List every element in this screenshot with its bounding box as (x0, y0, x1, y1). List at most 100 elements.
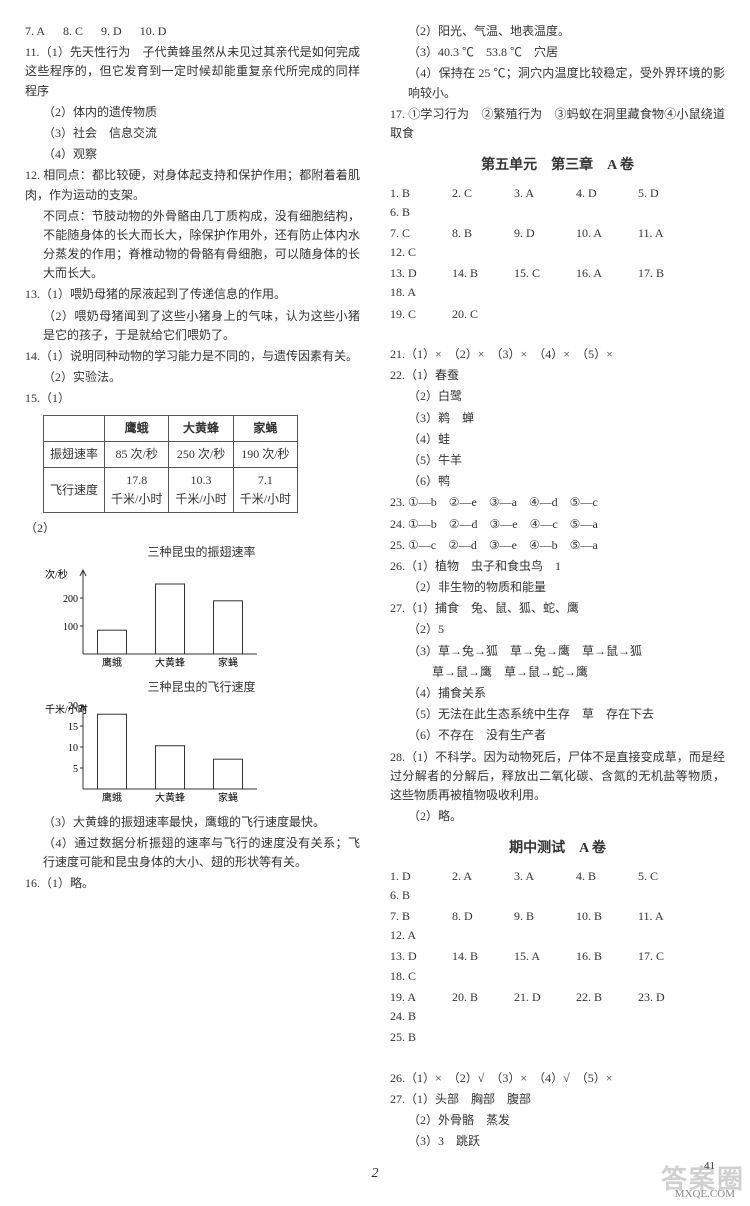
table-header: 家蝇 (233, 415, 297, 441)
list-item: （3）3 跳跃 (390, 1132, 725, 1151)
table-header: 大黄蜂 (169, 415, 233, 441)
svg-text:200: 200 (63, 594, 78, 605)
chart-wing-rate: 三种昆虫的振翅速率 100 200 次/秒鹰蛾 大黄蜂 家蝇 (43, 543, 360, 674)
answer-item: 13. D (390, 264, 434, 283)
answer-item: 5. D (638, 184, 682, 203)
answer-item: 18. A (390, 283, 434, 302)
answer-item: 1. D (390, 867, 434, 886)
table-cell: 7.1千米/小时 (233, 467, 297, 512)
svg-text:10: 10 (68, 743, 78, 754)
right-column: （2）阳光、气温、地表温度。 （3）40.3 ℃ 53.8 ℃ 穴居 （4）保持在 … (390, 20, 725, 1153)
q13-2: （2）喂奶母猪闻到了这些小猪身上的气味，认为这些小猪是它的孩子，于是就给它们喂奶… (25, 307, 360, 345)
list-item: （3）40.3 ℃ 53.8 ℃ 穴居 (390, 43, 725, 62)
q17: 17. ①学习行为 ②繁殖行为 ③蚂蚁在洞里藏食物④小鼠绕道取食 (390, 105, 725, 143)
q14-1: 14.（1）说明同种动物的学习能力是不同的，与遗传因素有关。 (25, 347, 360, 366)
svg-text:15: 15 (68, 722, 78, 733)
svg-text:鹰蛾: 鹰蛾 (102, 791, 122, 804)
answer-item: 17. C (638, 947, 682, 966)
list-item: 27.（1）头部 胸部 腹部 (390, 1090, 725, 1109)
list-item: （2）5 (390, 620, 725, 639)
answer-item: 10. A (576, 224, 620, 243)
table-header (44, 415, 105, 441)
q15-label: 15.（1） (25, 389, 360, 408)
list-item: （5）无法在此生态系统中生存 草 存在下去 (390, 705, 725, 724)
list-item: 28.（1）不科学。因为动物死后，尸体不是直接变成草，而是经过分解者的分解后，释… (390, 748, 725, 806)
table-header: 鹰蛾 (105, 415, 169, 441)
left-column: 7. A8. C9. D10. D 11.（1）先天性行为 子代黄蜂虽然从未见过… (25, 20, 360, 1153)
q11-4: （4）观察 (25, 145, 360, 164)
answer-item: 15. C (514, 264, 558, 283)
svg-text:次/秒: 次/秒 (45, 568, 68, 581)
answer-item: 10. D (140, 22, 167, 41)
q16: 16.（1）略。 (25, 874, 360, 893)
q11-2: （2）体内的遗传物质 (25, 103, 360, 122)
answer-item: 6. B (390, 886, 434, 905)
answer-item: 9. B (514, 907, 558, 926)
answer-item: 21. D (514, 988, 558, 1007)
answer-item: 2. A (452, 867, 496, 886)
answer-item: 7. C (390, 224, 434, 243)
answer-item: 8. D (452, 907, 496, 926)
q13-1: 13.（1）喂奶母猪的尿液起到了传递信息的作用。 (25, 285, 360, 304)
list-item: （2）略。 (390, 807, 725, 826)
answer-row: 7. B8. D9. B10. B11. A12. A (390, 907, 725, 945)
answer-item: 17. B (638, 264, 682, 283)
answer-row: 7. A8. C9. D10. D (25, 22, 360, 41)
q15-3: （3）大黄蜂的振翅速率最快，鹰蛾的飞行速度最快。 (25, 813, 360, 832)
section-unit5-ch3: 第五单元 第三章 A 卷 (390, 155, 725, 177)
q11-3: （3）社会 信息交流 (25, 124, 360, 143)
svg-text:家蝇: 家蝇 (218, 656, 238, 669)
answer-item: 15. A (514, 947, 558, 966)
list-item: （6）鸭 (390, 472, 725, 491)
list-item: （2）阳光、气温、地表温度。 (390, 22, 725, 41)
list-item: 27.（1）捕食 兔、鼠、狐、蛇、鹰 (390, 599, 725, 618)
list-item: （4）保持在 25 ℃；洞穴内温度比较稳定，受外界环境的影响较小。 (390, 64, 725, 102)
answer-item: 22. B (576, 988, 620, 1007)
section-midterm: 期中测试 A 卷 (390, 838, 725, 860)
answer-row: 19. C 20. C (390, 305, 725, 343)
answer-row: 13. D14. B15. C16. A17. B18. A (390, 264, 725, 302)
svg-text:大黄蜂: 大黄蜂 (155, 656, 185, 669)
q12-1: 12. 相同点：都比较硬，对身体起支持和保护作用；都附着着肌肉，作为运动的支架。 (25, 166, 360, 204)
answer-item: 13. D (390, 947, 434, 966)
answer-item: 24. B (390, 1007, 434, 1026)
list-item: （3）鹈 蝉 (390, 409, 725, 428)
svg-text:100: 100 (63, 622, 78, 633)
list-item: （5）牛羊 (390, 451, 725, 470)
answer-row: 7. C8. B9. D10. A11. A12. C (390, 224, 725, 262)
list-item: （2）外骨骼 蒸发 (390, 1111, 725, 1130)
page-number: 2 (25, 1163, 725, 1185)
table-cell: 飞行速度 (44, 467, 105, 512)
q14-2: （2）实验法。 (25, 368, 360, 387)
answer-item: 20. C (452, 305, 496, 324)
insect-table: 鹰蛾大黄蜂家蝇振翅速率85 次/秒250 次/秒190 次/秒飞行速度17.8千… (43, 415, 298, 514)
answer-item: 19. C (390, 305, 434, 324)
chart1-title: 三种昆虫的振翅速率 (43, 543, 360, 562)
table-cell: 17.8千米/小时 (105, 467, 169, 512)
answer-item: 4. B (576, 867, 620, 886)
answer-item: 20. B (452, 988, 496, 1007)
answer-item: 7. B (390, 907, 434, 926)
footer-url: MXQE.COM (675, 1186, 735, 1204)
svg-text:大黄蜂: 大黄蜂 (155, 791, 185, 804)
chart2-title: 三种昆虫的飞行速度 (43, 678, 360, 697)
answer-item: 23. D (638, 988, 682, 1007)
answer-row: 1. B2. C3. A4. D5. D6. B (390, 184, 725, 222)
table-cell: 85 次/秒 (105, 441, 169, 467)
answer-item: 9. D (514, 224, 558, 243)
answer-item: 7. A (25, 22, 45, 41)
svg-text:鹰蛾: 鹰蛾 (102, 656, 122, 669)
answer-item: 12. C (390, 243, 434, 262)
table-cell: 190 次/秒 (233, 441, 297, 467)
answer-item: 16. B (576, 947, 620, 966)
table-cell: 10.3千米/小时 (169, 467, 233, 512)
q15-2: （2） (25, 519, 360, 538)
chart1-svg: 100 200 次/秒鹰蛾 大黄蜂 家蝇 (43, 564, 263, 674)
q11-1: 11.（1）先天性行为 子代黄蜂虽然从未见过其亲代是如何完成这些程序的，但它发育… (25, 43, 360, 101)
answer-item: 1. B (390, 184, 434, 203)
answer-item: 9. D (101, 22, 122, 41)
answer-row: 1. D2. A3. A4. B5. C6. B (390, 867, 725, 905)
answer-item: 11. A (638, 907, 682, 926)
list-item: （4）捕食关系 (390, 684, 725, 703)
answer-item: 3. A (514, 184, 558, 203)
